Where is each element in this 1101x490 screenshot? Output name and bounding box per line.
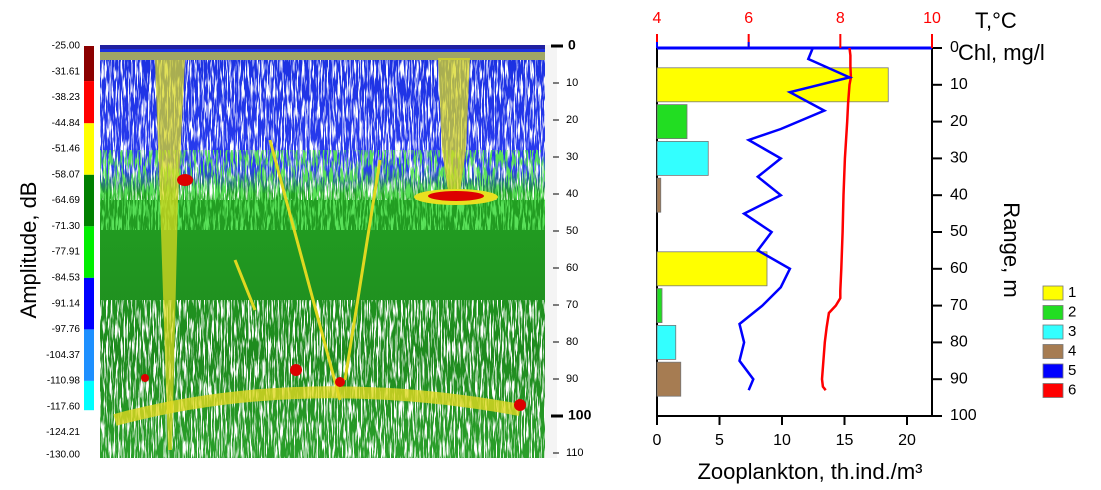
chl-axis-label: Chl, mg/l	[958, 40, 1045, 65]
x-tick-label: 0	[653, 432, 662, 449]
bar	[656, 177, 662, 213]
y-tick-label: 90	[950, 370, 968, 387]
y-tick-label: 90	[566, 373, 578, 385]
colorbar-tick-label: -130.00	[46, 450, 80, 461]
bar	[656, 324, 677, 360]
t-tick-label: 6	[744, 10, 753, 27]
colorbar-segment	[84, 81, 94, 124]
colorbar-tick-label: -91.14	[52, 298, 81, 309]
colorbar-tick-label: -71.30	[52, 221, 81, 232]
colorbar-segment	[84, 380, 94, 411]
colorbar-segment	[84, 46, 94, 82]
y-tick-label: 60	[566, 262, 578, 274]
colorbar-tick-label: -110.98	[47, 376, 81, 387]
colorbar-tick-label: -44.84	[52, 118, 81, 129]
y-tick-label: 50	[566, 225, 578, 237]
bar	[656, 288, 663, 324]
x-tick-label: 15	[836, 432, 854, 449]
t-tick-label: 4	[653, 10, 662, 27]
legend-swatch	[1042, 324, 1064, 340]
t-tick-label: 10	[923, 10, 941, 27]
legend-label: 5	[1068, 362, 1076, 379]
y-tick-label: 40	[566, 188, 578, 200]
y-tick-label: 30	[566, 151, 578, 163]
legend-label: 2	[1068, 303, 1076, 320]
bar	[656, 67, 889, 103]
y-tick-label: 0	[568, 37, 576, 53]
x-axis-label: Zooplankton, th.ind./m³	[697, 459, 922, 484]
bar	[656, 140, 709, 176]
axis-label: Amplitude, dB	[16, 182, 41, 319]
colorbar-tick-label: -77.91	[52, 247, 81, 258]
colorbar-tick-label: -38.23	[52, 92, 81, 103]
t-axis-label: T,°C	[975, 8, 1017, 33]
x-tick-label: 5	[715, 432, 724, 449]
legend-swatch	[1042, 285, 1064, 301]
y-axis-label: Range, m	[999, 202, 1024, 297]
y-tick-label: 20	[566, 114, 578, 126]
y-tick-label: 30	[950, 150, 968, 167]
colorbar-segment	[84, 174, 94, 227]
colorbar-tick-label: -104.37	[46, 350, 80, 361]
line-t	[820, 47, 853, 391]
colorbar-tick-label: -51.46	[52, 144, 81, 155]
colorbar-tick-label: -117.60	[47, 401, 81, 412]
line-chl	[738, 47, 854, 391]
colorbar-tick-label: -97.76	[52, 324, 81, 335]
x-tick-label: 10	[773, 432, 791, 449]
y-tick-label: 80	[950, 334, 968, 351]
bar	[656, 104, 688, 139]
colorbar-tick-label: -84.53	[52, 273, 81, 284]
legend-label: 1	[1068, 284, 1076, 301]
legend-swatch	[1042, 344, 1064, 359]
legend-swatch	[1042, 305, 1064, 320]
y-tick-label: 10	[566, 77, 578, 89]
y-tick-label: 70	[566, 299, 578, 311]
y-tick-label: 50	[950, 223, 968, 240]
colorbar-tick-label: -58.07	[52, 169, 81, 180]
colorbar-tick-label: -124.21	[46, 427, 80, 438]
y-tick-label: 20	[950, 113, 968, 130]
echogram-image	[100, 45, 545, 458]
scale-strip	[545, 45, 557, 458]
colorbar-segment	[84, 226, 94, 278]
bar	[656, 361, 682, 397]
colorbar-segment	[84, 123, 94, 175]
colorbar-segment	[84, 329, 94, 381]
y-tick-label: 60	[950, 260, 968, 277]
legend-swatch	[1042, 363, 1064, 379]
y-tick-label: 70	[950, 297, 968, 314]
colorbar-tick-label: -25.00	[52, 41, 81, 52]
colorbar-segment	[84, 277, 94, 330]
y-tick-label: 100	[568, 407, 592, 423]
colorbar-tick-label: -31.61	[52, 66, 81, 77]
legend-label: 6	[1068, 381, 1076, 398]
y-tick-label: 40	[950, 186, 968, 203]
x-tick-label: 20	[898, 432, 916, 449]
y-tick-label: 110	[566, 447, 584, 459]
bar	[656, 251, 768, 287]
y-tick-label: 10	[950, 76, 968, 93]
y-tick-label: 0	[950, 39, 959, 56]
legend-swatch	[1042, 383, 1064, 398]
t-tick-label: 8	[836, 10, 845, 27]
legend-label: 3	[1068, 323, 1076, 340]
y-tick-label: 80	[566, 336, 578, 348]
legend-label: 4	[1068, 342, 1076, 359]
colorbar-tick-label: -64.69	[52, 195, 81, 206]
y-tick-label: 100	[950, 407, 977, 424]
